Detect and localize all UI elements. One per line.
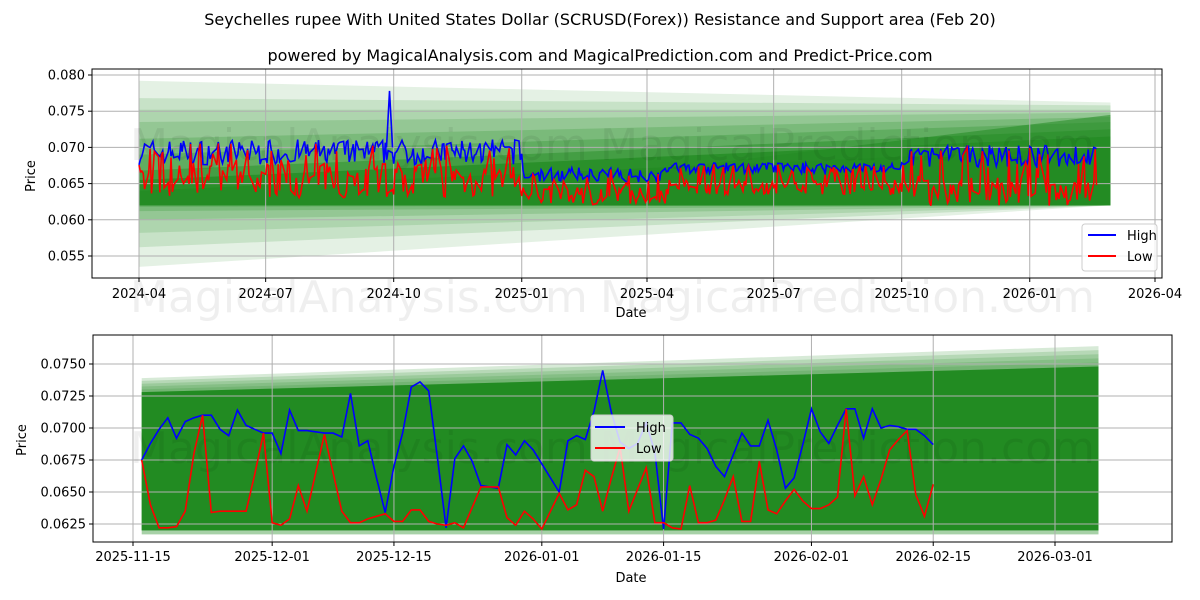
bottom-chart: MagicalAnalysis.com MagicalPrediction.co…	[15, 334, 1173, 586]
x-tick-label: 2026-02-01	[774, 550, 850, 565]
band-edge	[141, 530, 1099, 535]
legend-low-label: Low	[1127, 250, 1153, 265]
x-tick-label: 2025-12-15	[356, 550, 432, 565]
x-tick-label: 2026-03-01	[1017, 550, 1093, 565]
bottom-grid	[93, 335, 1172, 542]
x-tick-label: 2024-10	[367, 287, 421, 302]
watermark-top-left: MagicalAnalysis.com	[130, 120, 588, 171]
y-tick-label: 0.060	[48, 213, 85, 228]
y-tick-label: 0.070	[48, 141, 85, 156]
watermark-top-right: MagicalPrediction.com	[600, 120, 1095, 171]
y-tick-label: 0.055	[48, 250, 85, 265]
y-tick-label: 0.080	[48, 69, 85, 84]
top-x-axis-label: Date	[615, 306, 646, 321]
top-chart: MagicalAnalysis.com MagicalPrediction.co…	[24, 68, 1182, 323]
bottom-x-axis: 2025-11-15 2025-12-01 2025-12-15 2026-01-01…	[95, 542, 1093, 565]
chart-title: Seychelles rupee With United States Doll…	[204, 10, 996, 29]
bottom-price-lines	[140, 370, 934, 531]
x-tick-label: 2025-11-15	[95, 550, 171, 565]
x-tick-label: 2024-04	[112, 287, 166, 302]
x-tick-label: 2025-07	[746, 287, 800, 302]
y-tick-label: 0.075	[48, 105, 85, 120]
x-tick-label: 2025-04	[620, 287, 674, 302]
x-tick-label: 2026-04	[1128, 287, 1182, 302]
bottom-low-line	[140, 408, 934, 531]
top-x-axis: 2024-04 2024-07 2024-10 2025-01 2025-04 2025-…	[112, 278, 1182, 302]
x-tick-label: 2025-12-01	[234, 550, 310, 565]
chart-subtitle: powered by MagicalAnalysis.com and Magic…	[267, 46, 933, 65]
watermark-bottom-right: MagicalPrediction.com	[600, 423, 1095, 474]
top-y-axis-label: Price	[24, 160, 39, 192]
y-tick-label: 0.0725	[41, 390, 87, 405]
bottom-y-axis: 0.0625 0.0650 0.0675 0.0700 0.0725 0.0750	[41, 358, 93, 533]
x-tick-label: 2026-01	[1003, 287, 1057, 302]
top-high-peak	[385, 90, 394, 148]
top-low-line	[138, 143, 1098, 206]
x-tick-label: 2025-01	[495, 287, 549, 302]
bottom-high-line	[140, 370, 934, 530]
x-tick-label: 2025-10	[875, 287, 929, 302]
y-tick-label: 0.065	[48, 177, 85, 192]
y-tick-label: 0.0750	[41, 358, 87, 373]
bottom-y-axis-label: Price	[15, 424, 30, 456]
bottom-axes-frame	[92, 334, 1173, 543]
legend-low-label: Low	[636, 442, 662, 457]
x-tick-label: 2026-01-01	[504, 550, 580, 565]
legend-high-label: High	[1127, 229, 1157, 244]
top-price-lines	[138, 90, 1098, 206]
legend-high-label: High	[636, 421, 666, 436]
y-tick-label: 0.0700	[41, 422, 87, 437]
x-tick-label: 2024-07	[238, 287, 292, 302]
x-tick-label: 2026-02-15	[895, 550, 971, 565]
y-tick-label: 0.0650	[41, 486, 87, 501]
top-high-line	[138, 137, 1097, 183]
bottom-x-axis-label: Date	[615, 571, 646, 586]
x-tick-label: 2026-01-15	[626, 550, 702, 565]
watermark-right: MagicalPrediction.com	[600, 272, 1095, 323]
y-tick-label: 0.0625	[41, 518, 87, 533]
top-axes-frame	[91, 68, 1163, 279]
top-y-axis: 0.055 0.060 0.065 0.070 0.075 0.080	[48, 69, 92, 265]
top-legend: High Low	[1081, 223, 1158, 272]
y-tick-label: 0.0675	[41, 454, 87, 469]
watermark-left: MagicalAnalysis.com	[130, 272, 588, 323]
bottom-legend: High Low	[590, 414, 674, 462]
top-support-resistance-band	[139, 80, 1111, 267]
